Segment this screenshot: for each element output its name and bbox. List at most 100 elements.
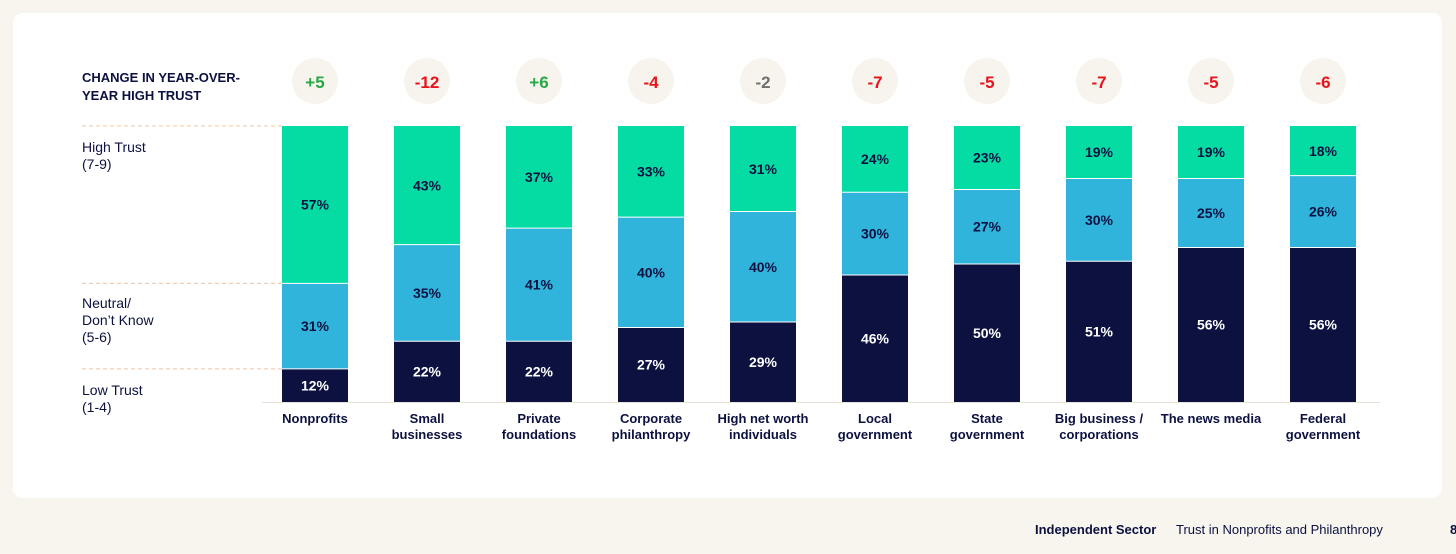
category-label: government bbox=[950, 427, 1025, 442]
bar-segment-low bbox=[730, 321, 796, 402]
bar-segment-high bbox=[506, 126, 572, 229]
change-value: -6 bbox=[1315, 73, 1330, 92]
data-label: 40% bbox=[637, 264, 666, 280]
change-value: +5 bbox=[305, 73, 324, 92]
change-value: -7 bbox=[867, 73, 882, 92]
bar-segment-neutral bbox=[1066, 178, 1132, 262]
change-circle bbox=[628, 58, 674, 104]
category-label: Local bbox=[858, 411, 892, 426]
bar-segment-neutral bbox=[954, 189, 1020, 264]
footer-publication: Trust in Nonprofits and Philanthropy bbox=[1176, 522, 1383, 537]
data-label: 30% bbox=[861, 226, 890, 242]
data-label: 26% bbox=[1309, 204, 1338, 220]
category-label: government bbox=[1286, 427, 1361, 442]
bar-segment-neutral bbox=[506, 228, 572, 342]
data-label: 29% bbox=[749, 354, 778, 370]
data-label: 46% bbox=[861, 331, 890, 347]
series-label-1: Don’t Know bbox=[82, 312, 154, 328]
bar-segment-low bbox=[954, 264, 1020, 402]
category-label: businesses bbox=[392, 427, 463, 442]
data-label: 50% bbox=[973, 325, 1002, 341]
bar-segment-low bbox=[1066, 261, 1132, 402]
change-circle bbox=[740, 58, 786, 104]
data-label: 31% bbox=[301, 318, 330, 334]
change-circle bbox=[1188, 58, 1234, 104]
bar-segment-high bbox=[282, 126, 348, 284]
data-label: 19% bbox=[1197, 144, 1226, 160]
footer-brand: Independent Sector bbox=[1035, 522, 1157, 537]
category-label: State bbox=[971, 411, 1003, 426]
category-label: foundations bbox=[502, 427, 576, 442]
bar-segment-low bbox=[506, 341, 572, 402]
bar-segment-low bbox=[394, 341, 460, 402]
data-label: 24% bbox=[861, 151, 890, 167]
change-value: -4 bbox=[643, 73, 659, 92]
data-label: 27% bbox=[973, 219, 1002, 235]
change-circle bbox=[1076, 58, 1122, 104]
data-label: 43% bbox=[413, 177, 442, 193]
bar-segment-low bbox=[842, 275, 908, 402]
data-label: 22% bbox=[525, 364, 554, 380]
data-label: 25% bbox=[1197, 205, 1226, 221]
bar-segment-high bbox=[954, 126, 1020, 190]
data-label: 56% bbox=[1197, 317, 1226, 333]
bar-segment-high bbox=[618, 126, 684, 218]
category-label: High net worth bbox=[718, 411, 809, 426]
bar-segment-high bbox=[730, 126, 796, 212]
change-title-line: CHANGE IN YEAR-OVER- bbox=[82, 70, 240, 85]
data-label: 22% bbox=[413, 364, 442, 380]
change-value: -7 bbox=[1091, 73, 1106, 92]
data-label: 41% bbox=[525, 277, 554, 293]
change-title-line: YEAR HIGH TRUST bbox=[82, 88, 201, 103]
bar-segment-high bbox=[842, 126, 908, 193]
data-label: 12% bbox=[301, 377, 330, 393]
bar-segment-high bbox=[1178, 126, 1244, 179]
series-label-0: (1-4) bbox=[82, 399, 112, 415]
data-label: 56% bbox=[1309, 317, 1338, 333]
bar-segment-neutral bbox=[1290, 175, 1356, 248]
data-label: 37% bbox=[525, 169, 554, 185]
bar-segment-neutral bbox=[618, 217, 684, 328]
change-value: +6 bbox=[529, 73, 548, 92]
data-label: 33% bbox=[637, 164, 666, 180]
change-circle bbox=[516, 58, 562, 104]
bar-segment-low bbox=[1178, 247, 1244, 402]
bar-segment-neutral bbox=[282, 283, 348, 369]
series-label-2: (7-9) bbox=[82, 156, 112, 172]
bar-segment-neutral bbox=[842, 192, 908, 276]
bar-segment-high bbox=[1066, 126, 1132, 179]
data-label: 18% bbox=[1309, 143, 1338, 159]
data-label: 35% bbox=[413, 285, 442, 301]
bar-segment-low bbox=[282, 368, 348, 402]
category-label: individuals bbox=[729, 427, 797, 442]
bar-segment-high bbox=[1290, 126, 1356, 176]
category-label: Small bbox=[410, 411, 445, 426]
change-circle bbox=[964, 58, 1010, 104]
data-label: 23% bbox=[973, 150, 1002, 166]
bar-segment-low bbox=[618, 327, 684, 402]
category-label: The news media bbox=[1161, 411, 1262, 426]
bar-segment-neutral bbox=[730, 211, 796, 322]
series-label-0: Low Trust bbox=[82, 382, 143, 398]
data-label: 19% bbox=[1085, 144, 1114, 160]
category-label: Nonprofits bbox=[282, 411, 348, 426]
change-circle bbox=[852, 58, 898, 104]
bar-segment-neutral bbox=[1178, 178, 1244, 248]
change-circle bbox=[1300, 58, 1346, 104]
page-number: 8 bbox=[1450, 522, 1456, 537]
change-circle bbox=[292, 58, 338, 104]
category-label: Federal bbox=[1300, 411, 1346, 426]
data-label: 57% bbox=[301, 197, 330, 213]
data-label: 51% bbox=[1085, 324, 1114, 340]
category-label: government bbox=[838, 427, 913, 442]
change-circle bbox=[404, 58, 450, 104]
category-label: Big business / bbox=[1055, 411, 1144, 426]
category-label: Corporate bbox=[620, 411, 682, 426]
change-value: -12 bbox=[415, 73, 440, 92]
series-label-1: Neutral/ bbox=[82, 295, 131, 311]
data-label: 31% bbox=[749, 161, 778, 177]
bar-segment-low bbox=[1290, 247, 1356, 402]
change-value: -2 bbox=[755, 73, 770, 92]
category-label: Private bbox=[517, 411, 560, 426]
